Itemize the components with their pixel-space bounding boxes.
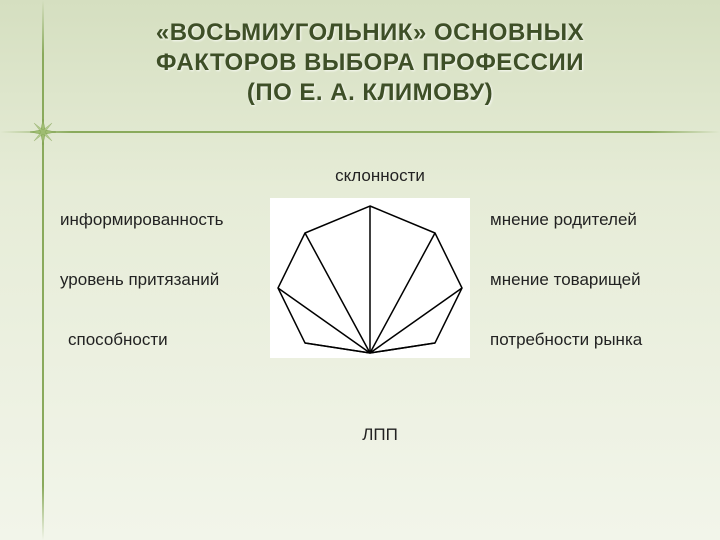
label-right-2: потребности рынка bbox=[490, 330, 642, 350]
label-left-0: информированность bbox=[60, 210, 224, 230]
label-top: склонности bbox=[60, 166, 700, 186]
label-right-1: мнение товарищей bbox=[490, 270, 641, 290]
decor-vertical-line bbox=[42, 0, 44, 540]
decor-star-icon bbox=[30, 119, 56, 145]
label-right-0: мнение родителей bbox=[490, 210, 637, 230]
title-line-1: «ВОСЬМИУГОЛЬНИК» ОСНОВНЫХ bbox=[156, 19, 584, 46]
label-bottom: ЛПП bbox=[60, 425, 700, 445]
label-left-1: уровень притязаний bbox=[60, 270, 219, 290]
octagon-diagram bbox=[270, 198, 470, 358]
decor-horizontal-line bbox=[0, 131, 720, 133]
diagram-area: склонности информированность уровень при… bbox=[60, 150, 700, 520]
title-line-2: ФАКТОРОВ ВЫБОРА ПРОФЕССИИ bbox=[156, 49, 584, 76]
label-left-2: способности bbox=[68, 330, 168, 350]
page-title: «ВОСЬМИУГОЛЬНИК» ОСНОВНЫХ ФАКТОРОВ ВЫБОР… bbox=[0, 0, 720, 118]
title-line-3: (ПО Е. А. КЛИМОВУ) bbox=[247, 79, 493, 106]
